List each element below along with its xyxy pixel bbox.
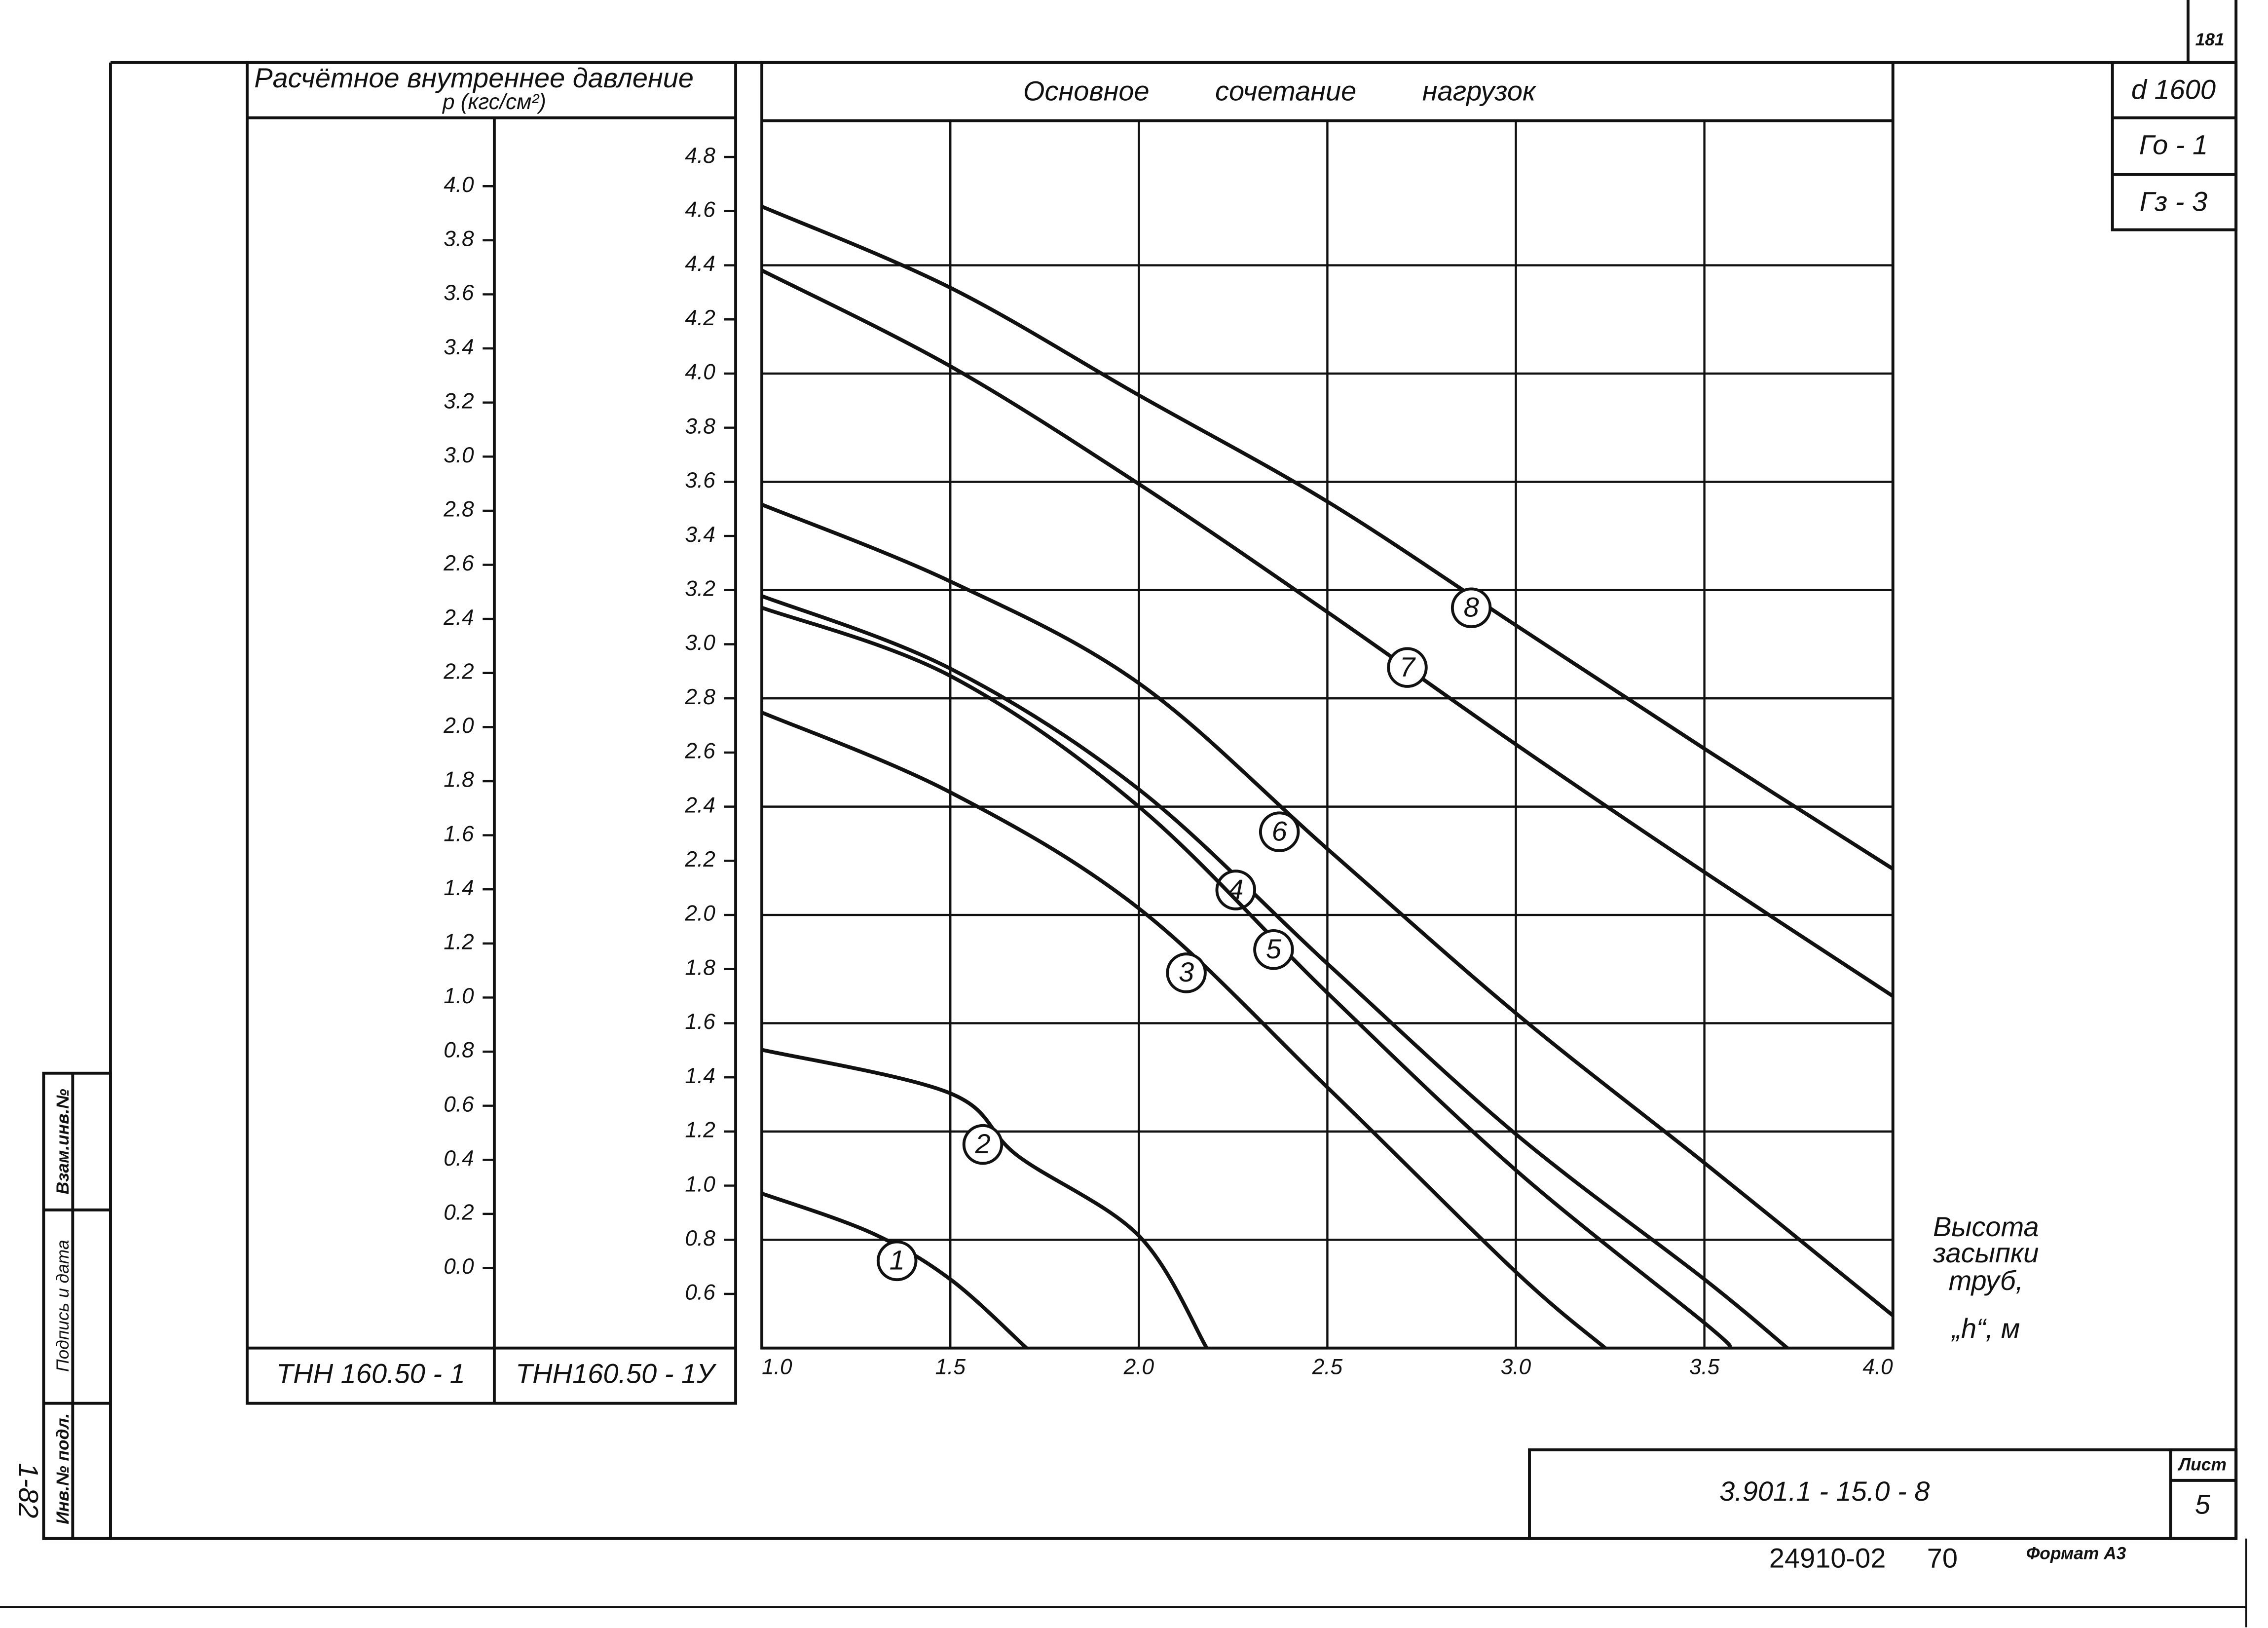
y2-tick-label: 0.6	[444, 1092, 474, 1116]
y-tick-label: 4.2	[685, 306, 715, 330]
curve-label: 2	[974, 1128, 990, 1159]
y2-tick-label: 1.8	[444, 768, 474, 792]
y-tick-label: 3.0	[685, 631, 715, 655]
y2-tick-label: 3.6	[444, 281, 474, 305]
y-tick-label: 3.4	[685, 523, 715, 547]
y-tick-label: 3.8	[685, 414, 715, 438]
curve-label-circle	[1166, 952, 1207, 993]
x-axis-label: „h“, м	[1951, 1313, 2020, 1344]
stamp-g3: Гз - 3	[2140, 186, 2207, 217]
curve-label-circle	[1387, 647, 1428, 688]
y-tick-label: 1.0	[685, 1172, 715, 1196]
curve-label: 5	[1266, 933, 1282, 964]
y2-tick-label: 0.8	[444, 1038, 474, 1062]
stamp-order2: 70	[1927, 1543, 1958, 1574]
x-tick-label: 1.0	[762, 1355, 792, 1379]
curve-label-circle	[1215, 870, 1257, 910]
y-tick-label: 4.6	[685, 198, 715, 222]
y-tick-label: 2.0	[684, 902, 715, 926]
y-tick-label: 4.4	[685, 252, 715, 276]
y2-tick-label: 1.6	[444, 822, 474, 846]
y-tick-label: 2.4	[684, 793, 715, 817]
y2-tick-label: 0.4	[444, 1146, 474, 1171]
y2-tick-label: 2.2	[443, 659, 474, 683]
curve-label: 8	[1464, 592, 1479, 623]
y2-tick-label: 3.2	[444, 389, 474, 413]
y-tick-label: 3.2	[685, 576, 715, 601]
x-axis-label: Высота	[1933, 1211, 2039, 1242]
left-header: Расчётное внутреннее давление	[254, 62, 694, 93]
x-axis-label: засыпки	[1933, 1237, 2039, 1268]
y-tick-label: 4.0	[685, 360, 715, 384]
curve-label-circle	[962, 1124, 1004, 1165]
x-axis-label: труб,	[1949, 1265, 2024, 1296]
y2-tick-label: 2.4	[443, 606, 474, 630]
y2-tick-label: 3.8	[444, 227, 474, 251]
y2-tick-label: 1.2	[444, 930, 474, 954]
y-tick-label: 2.8	[684, 685, 715, 709]
stamp-format: Формат А3	[2026, 1544, 2126, 1563]
stamp-sheet: 5	[2195, 1489, 2211, 1520]
stamp-diameter: d 1600	[2131, 74, 2216, 105]
y2-tick-label: 0.2	[444, 1201, 474, 1225]
y-tick-label: 0.6	[685, 1281, 715, 1305]
side-replace: Взам.инв.№	[53, 1089, 73, 1194]
y2-tick-label: 2.6	[443, 551, 474, 575]
x-tick-label: 3.5	[1689, 1355, 1720, 1379]
y-tick-label: 1.8	[685, 955, 715, 980]
y2-tick-label: 2.0	[443, 714, 474, 738]
curve	[761, 502, 1895, 1317]
curve	[761, 606, 1732, 1350]
y-tick-label: 4.8	[685, 144, 715, 168]
x-tick-label: 4.0	[1862, 1355, 1893, 1379]
y2-tick-label: 0.0	[444, 1254, 474, 1279]
curve-label-circle	[1259, 811, 1300, 852]
chart-title: Основное сочетание нагрузок	[1023, 75, 1537, 106]
curve	[761, 711, 1607, 1350]
curve-label-circle	[876, 1240, 918, 1282]
curve-label-circle	[1253, 929, 1294, 970]
y-tick-label: 1.6	[685, 1010, 715, 1034]
col1-label: ТНН 160.50 - 1	[276, 1358, 465, 1389]
curve-label: 6	[1272, 815, 1288, 846]
y-tick-label: 3.6	[685, 468, 715, 492]
curve	[761, 204, 1894, 871]
x-tick-label: 3.0	[1501, 1355, 1531, 1379]
left-unit: p (кгс/см²)	[442, 90, 546, 114]
stamp-order: 24910-02	[1769, 1543, 1886, 1574]
curve-label-circle	[1450, 587, 1492, 629]
x-tick-label: 1.5	[935, 1355, 966, 1379]
y-tick-label: 1.4	[685, 1064, 715, 1088]
curve-label: 3	[1179, 956, 1194, 987]
curve-label: 7	[1400, 651, 1416, 682]
stamp-code: 3.901.1 - 15.0 - 8	[1719, 1476, 1930, 1507]
y2-tick-label: 3.4	[444, 335, 474, 359]
curve-label: 1	[890, 1245, 905, 1276]
y2-tick-label: 2.8	[443, 497, 474, 522]
x-tick-label: 2.0	[1123, 1355, 1154, 1379]
y2-tick-label: 4.0	[444, 173, 474, 197]
y2-tick-label: 1.4	[444, 876, 474, 900]
curve	[761, 268, 1894, 998]
curve	[761, 1048, 1209, 1349]
y2-tick-label: 3.0	[444, 443, 474, 467]
col2-label: ТНН160.50 - 1У	[516, 1358, 717, 1389]
x-tick-label: 2.5	[1312, 1355, 1343, 1379]
curve	[761, 594, 1789, 1350]
y-tick-label: 0.8	[685, 1226, 715, 1250]
side-inv: Инв.№ подл.	[53, 1413, 73, 1524]
stamp-sheet-label: Лист	[2177, 1455, 2227, 1475]
stamp-g0: Го - 1	[2139, 129, 2208, 160]
sheet-number: 181	[2195, 30, 2225, 49]
side-sign: Подпись и дата	[53, 1240, 73, 1372]
side-mark: 1-82	[13, 1463, 44, 1518]
y-tick-label: 2.6	[684, 739, 715, 763]
y-tick-label: 2.2	[684, 847, 715, 871]
y2-tick-label: 1.0	[444, 984, 474, 1008]
y-tick-label: 1.2	[685, 1118, 715, 1142]
